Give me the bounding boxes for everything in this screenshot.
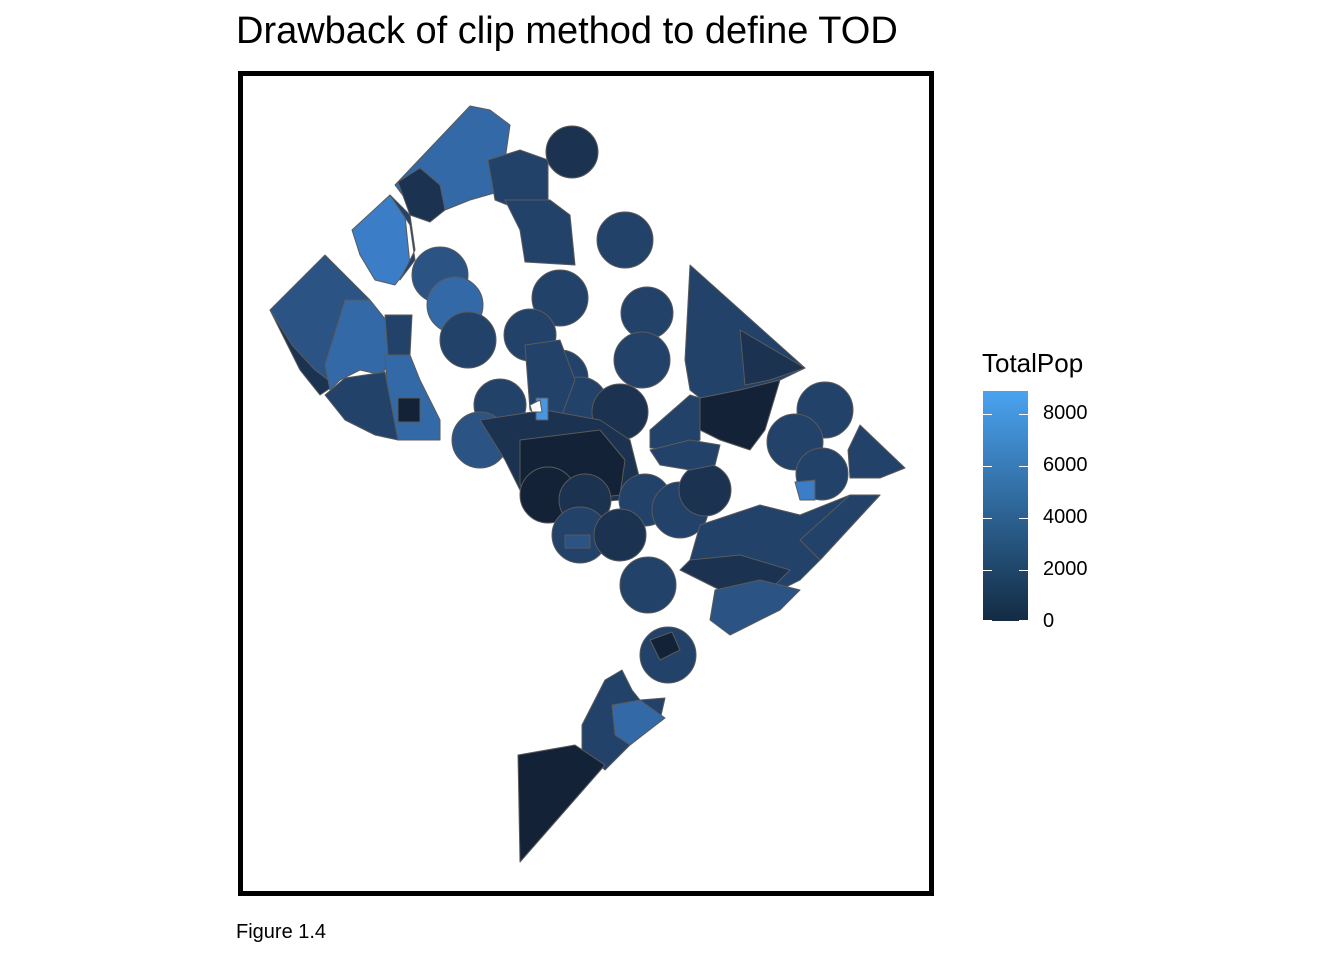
region [545,125,599,179]
region [709,579,801,636]
region [324,299,391,391]
region [529,399,543,413]
region [593,508,647,562]
legend-title: TotalPop [982,348,1084,378]
legend-colorbar [983,391,1028,621]
legend-tick-mark [1019,414,1028,415]
legend-tick-mark [983,466,992,467]
region [678,463,732,517]
legend-tick-label: 4000 [1043,506,1088,528]
region [389,194,416,281]
legend-tick-mark [983,414,992,415]
region [269,309,336,396]
legend-tick-mark [1019,466,1028,467]
map-regions [269,105,906,863]
region [613,331,671,389]
region [397,397,421,423]
legend-tick-mark [1019,570,1028,571]
legend-tick-label: 8000 [1043,402,1088,424]
region [324,371,399,441]
legend-tick-label: 6000 [1043,454,1088,476]
region [699,379,781,451]
legend-tick-mark [1019,518,1028,519]
region [504,199,576,266]
region [847,424,906,479]
region [799,494,881,561]
map-panel-frame [238,71,934,896]
region [649,439,721,471]
region [794,479,816,501]
legend-tick-mark [983,620,992,621]
legend-tick-label: 0 [1043,610,1055,632]
region [620,286,674,340]
region [739,329,806,386]
legend-tick-mark [983,518,992,519]
region [611,699,666,746]
region [649,394,701,451]
region [564,534,591,549]
region [619,556,677,614]
region [439,311,497,369]
legend-tick-mark [1019,620,1028,621]
legend-tick-label: 2000 [1043,558,1088,580]
figure-caption: Figure 1.4 [236,921,327,943]
legend-tick-mark [983,570,992,571]
region [531,269,589,327]
chart-title: Drawback of clip method to define TOD [236,10,898,52]
region [384,314,413,356]
region [649,631,681,661]
region [596,211,654,269]
region [517,744,606,863]
